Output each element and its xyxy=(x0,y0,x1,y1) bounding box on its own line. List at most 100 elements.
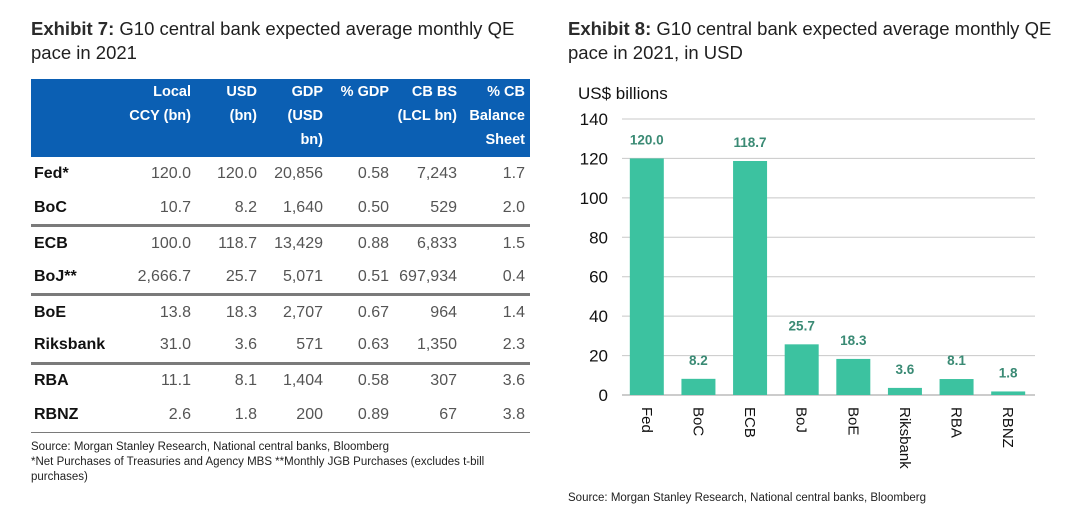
column-header-bank xyxy=(31,79,128,157)
cell-gdp: 13,429 xyxy=(274,234,323,252)
bar-boe xyxy=(836,358,871,395)
cell-usd: 1.8 xyxy=(196,397,262,433)
exhibit7-source: Source: Morgan Stanley Research, Nationa… xyxy=(31,440,531,485)
exhibit7-source-text: Source: Morgan Stanley Research, Nationa… xyxy=(31,441,389,453)
cell-local: 11.1 xyxy=(161,372,191,390)
x-tick-label: BoC xyxy=(689,407,706,436)
y-tick-label: 120 xyxy=(580,149,608,168)
table-row: RBA 11.1 8.1 1,404 0.58 307 3.6 xyxy=(31,363,530,397)
cell-cb_bs: 6,833 xyxy=(416,234,457,252)
exhibit8-title: Exhibit 8: G10 central bank expected ave… xyxy=(568,17,1068,65)
data-label: 3.6 xyxy=(896,362,915,377)
bar-boc xyxy=(681,378,716,395)
cell-pct_gdp: 0.67 xyxy=(357,303,389,321)
cell-gdp: 5,071 xyxy=(262,260,328,297)
data-label: 118.7 xyxy=(734,135,767,150)
bar-rbnz xyxy=(991,391,1026,395)
exhibit8-source: Source: Morgan Stanley Research, Nationa… xyxy=(568,492,926,504)
cell-pct_cb: 2.0 xyxy=(462,191,530,228)
data-label: 1.8 xyxy=(999,365,1018,380)
cell-pct_gdp: 0.50 xyxy=(328,191,394,228)
cell-bank: Riksbank xyxy=(31,328,128,365)
y-tick-label: 40 xyxy=(589,307,608,326)
y-tick-label: 100 xyxy=(580,189,608,208)
y-tick-label: 140 xyxy=(580,110,608,129)
x-tick-label: RBA xyxy=(948,407,965,438)
cell-gdp: 20,856 xyxy=(274,165,323,183)
cell-usd: 25.7 xyxy=(196,260,262,297)
cell-pct_cb: 1.5 xyxy=(502,234,525,252)
cell-pct_cb: 2.3 xyxy=(462,328,530,365)
cell-pct_gdp: 0.51 xyxy=(328,260,394,297)
cell-bank: RBNZ xyxy=(31,397,128,433)
cell-usd: 8.2 xyxy=(196,191,262,228)
y-tick-label: 20 xyxy=(589,347,608,366)
cell-local: 31.0 xyxy=(128,328,196,365)
cell-pct_cb: 1.4 xyxy=(502,303,525,321)
bar-rba xyxy=(939,379,974,395)
cell-gdp: 200 xyxy=(262,397,328,433)
table-row: BoJ** 2,666.7 25.7 5,071 0.51 697,934 0.4 xyxy=(31,260,530,297)
cell-local: 2.6 xyxy=(128,397,196,433)
column-header-cb_bs: CB BS (LCL bn) xyxy=(394,79,462,157)
column-header-local: Local CCY (bn) xyxy=(128,79,196,157)
x-tick-label: ECB xyxy=(741,407,758,438)
cell-usd: 118.7 xyxy=(218,234,257,252)
table-row: BoC 10.7 8.2 1,640 0.50 529 2.0 xyxy=(31,191,530,228)
cell-gdp: 2,707 xyxy=(282,303,323,321)
exhibit7-footnote: *Net Purchases of Treasuries and Agency … xyxy=(31,456,485,483)
table-row: Fed* 120.0 120.0 20,856 0.58 7,243 1.7 xyxy=(31,157,530,191)
table-row: ECB 100.0 118.7 13,429 0.88 6,833 1.5 xyxy=(31,226,530,260)
y-tick-label: 80 xyxy=(589,228,608,247)
y-axis-label: US$ billions xyxy=(578,84,668,103)
x-tick-label: BoJ xyxy=(793,407,810,433)
cell-bank: BoC xyxy=(31,191,128,228)
table-row: RBNZ 2.6 1.8 200 0.89 67 3.8 xyxy=(31,397,530,433)
cell-pct_gdp: 0.63 xyxy=(328,328,394,365)
cell-cb_bs: 1,350 xyxy=(394,328,462,365)
column-header-pct_cb: % CB Balance Sheet xyxy=(462,79,530,157)
column-header-pct_gdp: % GDP xyxy=(328,79,394,157)
bar-fed xyxy=(629,158,664,395)
qe-pace-table: Local CCY (bn) USD (bn) GDP (USD bn)% GDP C… xyxy=(31,79,530,433)
data-label: 120.0 xyxy=(630,132,664,147)
cell-pct_cb: 3.6 xyxy=(502,372,525,390)
exhibit7-title: Exhibit 7: G10 central bank expected ave… xyxy=(31,17,541,65)
cell-cb_bs: 964 xyxy=(430,303,457,321)
cell-local: 2,666.7 xyxy=(128,260,196,297)
cell-cb_bs: 529 xyxy=(394,191,462,228)
cell-local: 100.0 xyxy=(150,234,191,252)
cell-cb_bs: 7,243 xyxy=(416,165,457,183)
table-row: BoE 13.8 18.3 2,707 0.67 964 1.4 xyxy=(31,295,530,329)
cell-gdp: 1,404 xyxy=(282,372,323,390)
cell-local: 13.8 xyxy=(159,303,191,321)
exhibit7-title-text: G10 central bank expected average monthl… xyxy=(31,18,515,63)
data-label: 18.3 xyxy=(840,333,867,348)
cell-pct_cb: 0.4 xyxy=(462,260,530,297)
cell-bank: RBA xyxy=(34,372,69,390)
cell-cb_bs: 697,934 xyxy=(394,260,462,297)
cell-usd: 8.1 xyxy=(234,372,257,390)
x-tick-label: BoE xyxy=(844,407,861,435)
column-header-usd: USD (bn) xyxy=(196,79,262,157)
cell-local: 120.0 xyxy=(150,165,191,183)
x-tick-label: Fed xyxy=(638,407,655,433)
cell-local: 10.7 xyxy=(128,191,196,228)
y-tick-label: 60 xyxy=(589,268,608,287)
table-header-row: Local CCY (bn) USD (bn) GDP (USD bn)% GDP C… xyxy=(31,79,530,157)
cell-bank: BoE xyxy=(34,303,66,321)
data-label: 8.1 xyxy=(947,353,966,368)
data-label: 25.7 xyxy=(789,318,815,333)
cell-usd: 3.6 xyxy=(196,328,262,365)
qe-bar-chart: US$ billions 0 20 40 60 80 100 120 140 120.0 Fed… xyxy=(578,84,1035,469)
exhibit8-title-text: G10 central bank expected average monthl… xyxy=(568,18,1052,63)
bar-boj xyxy=(784,344,819,395)
x-tick-label: RBNZ xyxy=(999,407,1016,448)
cell-usd: 120.0 xyxy=(216,165,257,183)
x-tick-label: Riksbank xyxy=(896,407,913,469)
cell-pct_cb: 3.8 xyxy=(462,397,530,433)
exhibit8-title-label: Exhibit 8: xyxy=(568,18,652,39)
cell-pct_gdp: 0.58 xyxy=(357,165,389,183)
y-tick-label: 0 xyxy=(599,386,608,405)
cell-cb_bs: 307 xyxy=(430,372,457,390)
